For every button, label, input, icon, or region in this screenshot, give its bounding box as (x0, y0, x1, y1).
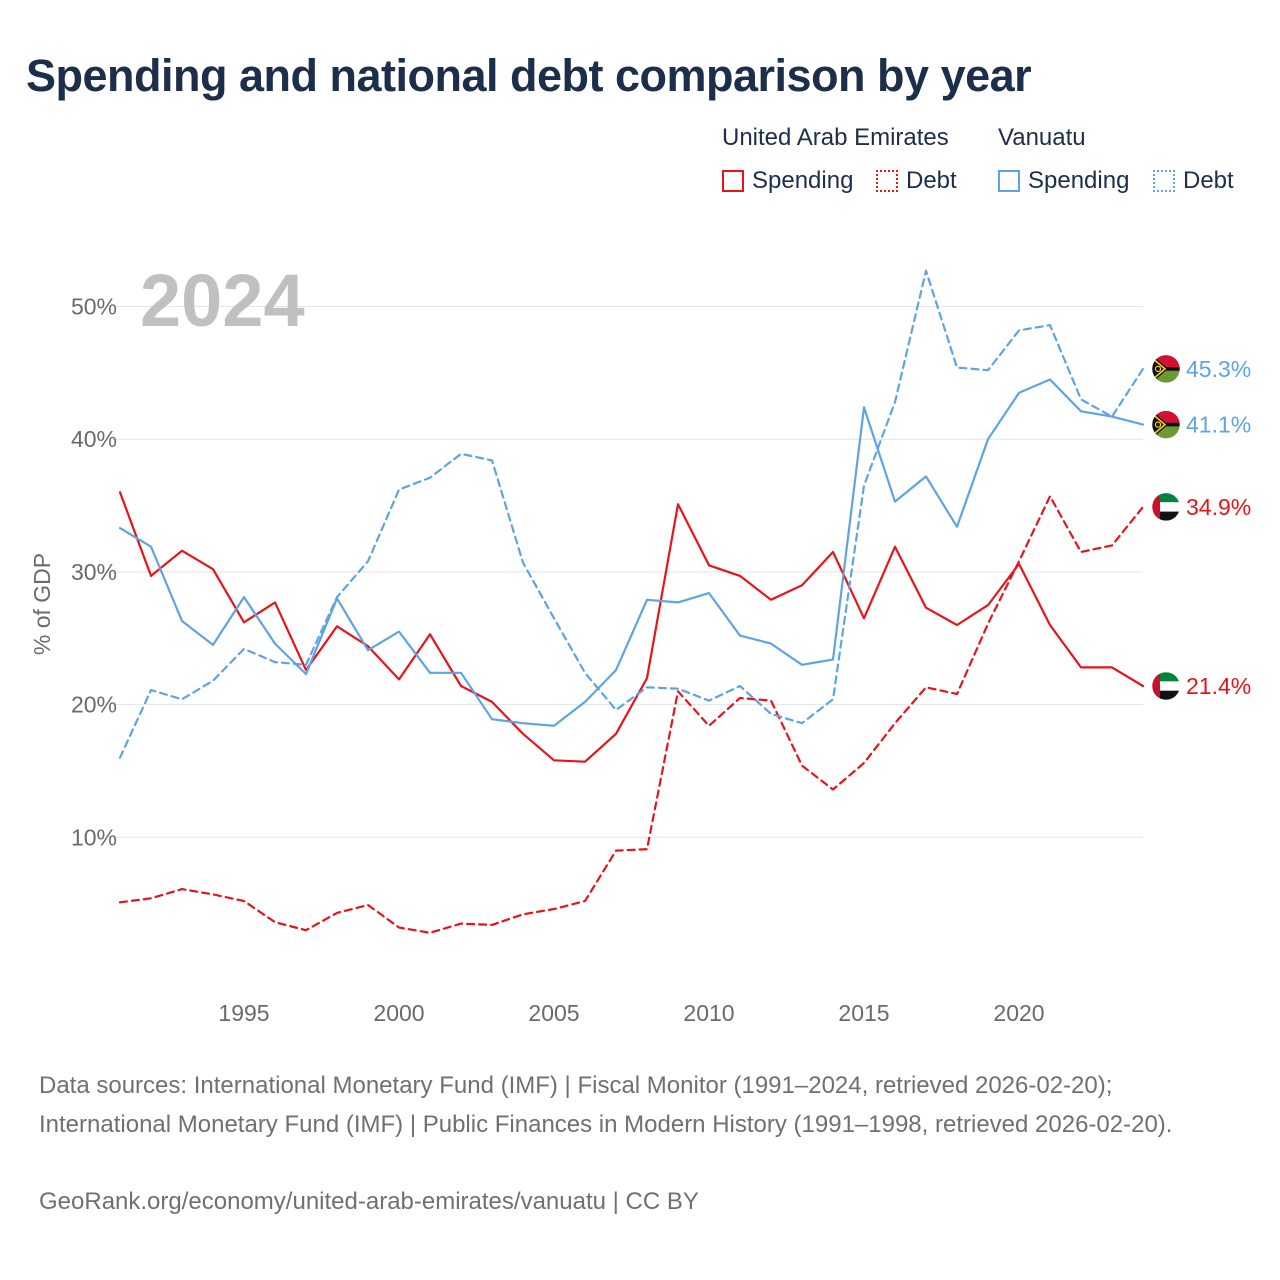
series-line-vanuatu-debt[interactable] (118, 269, 1145, 759)
x-tick-label: 1995 (218, 1000, 269, 1026)
flag-vanuatu-icon (1151, 354, 1181, 384)
end-value-label: 45.3% (1186, 356, 1251, 382)
x-tick-label: 2015 (838, 1000, 889, 1026)
y-tick-label: 40% (71, 426, 117, 452)
legend-item-vanuatu-debt[interactable]: Debt (1153, 166, 1234, 196)
legend-label-vanuatu-debt: Debt (1183, 167, 1234, 194)
legend-title-vanuatu: Vanuatu (998, 124, 1086, 151)
series-line-uae-debt[interactable] (118, 495, 1145, 934)
legend-label-uae-debt: Debt (906, 167, 957, 194)
legend-label-vanuatu-spending: Spending (1028, 167, 1130, 194)
end-value-label: 41.1% (1186, 412, 1251, 438)
year-label: 2024 (140, 259, 305, 342)
y-axis-title: % of GDP (29, 553, 55, 655)
data-sources-note: Data sources: International Monetary Fun… (39, 1072, 1173, 1138)
flag-vanuatu-icon (1151, 410, 1181, 439)
legend-item-uae-spending[interactable]: Spending (722, 166, 853, 196)
series-line-uae-spending[interactable] (118, 491, 1145, 763)
legend-label-uae-spending: Spending (752, 167, 854, 194)
y-tick-label: 20% (71, 692, 117, 718)
x-tick-label: 2005 (528, 1000, 579, 1026)
legend-item-uae-debt[interactable]: Debt (876, 166, 957, 196)
legend-item-vanuatu-spending[interactable]: Spending (998, 166, 1129, 196)
legend-title-uae: United Arab Emirates (722, 124, 949, 151)
end-value-label: 21.4% (1186, 673, 1251, 699)
legend-swatch-uae-debt (876, 170, 898, 192)
y-tick-label: 10% (71, 824, 117, 850)
flag-uae-icon (1151, 492, 1181, 522)
line-chart: 10% 20% 30% 40% 50% 1995 2000 2005 2010 2015 2020%… (29, 269, 1251, 1026)
x-tick-label: 2000 (373, 1000, 424, 1026)
legend-swatch-vanuatu-debt (1153, 170, 1175, 192)
source-credit-link[interactable]: GeoRank.org/economy/united-arab-emirates… (39, 1188, 699, 1215)
end-value-label: 34.9% (1186, 494, 1251, 520)
legend-swatch-vanuatu-spending (998, 170, 1020, 192)
x-tick-label: 2010 (683, 1000, 734, 1026)
y-tick-label: 50% (71, 294, 117, 320)
chart-title: Spending and national debt comparison by… (26, 50, 1032, 101)
series-line-vanuatu-spending[interactable] (118, 378, 1145, 727)
x-tick-label: 2020 (993, 1000, 1044, 1026)
y-tick-label: 30% (71, 559, 117, 585)
legend-swatch-uae-spending (722, 170, 744, 192)
flag-uae-icon (1151, 671, 1181, 701)
